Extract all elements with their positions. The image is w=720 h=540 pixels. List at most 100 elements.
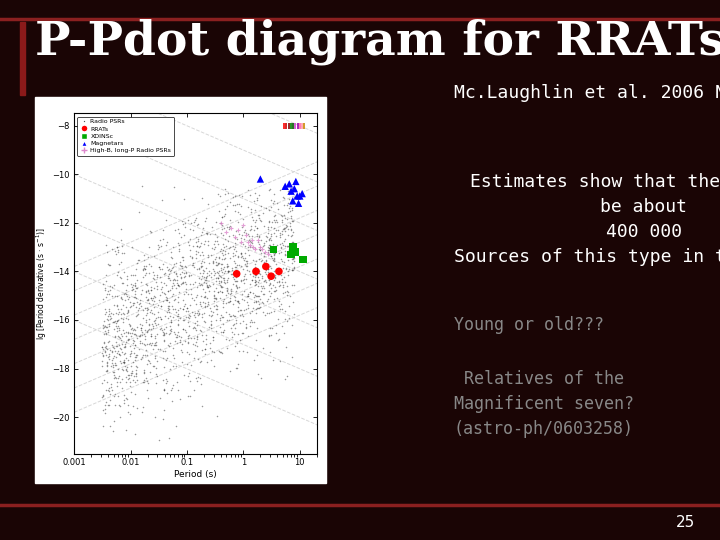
Point	[251, 224, 263, 232]
Point	[252, 297, 264, 306]
Point	[157, 328, 168, 336]
Point	[200, 264, 212, 273]
Point	[129, 430, 140, 438]
Point	[119, 348, 130, 357]
Point	[240, 323, 251, 332]
Point	[138, 377, 150, 386]
Point	[170, 361, 181, 370]
Point	[269, 211, 280, 219]
Point	[263, 217, 274, 226]
Point	[120, 313, 132, 322]
Point	[177, 219, 189, 228]
Point	[127, 323, 138, 332]
Point	[161, 329, 172, 338]
Point	[152, 372, 163, 380]
Point	[168, 242, 179, 251]
Point	[250, 271, 261, 280]
Point	[192, 220, 204, 228]
Point	[135, 326, 146, 334]
Point	[233, 191, 245, 199]
Point	[287, 206, 298, 214]
Point	[195, 357, 207, 366]
Point	[102, 259, 114, 268]
Point	[102, 353, 114, 361]
Point	[230, 282, 242, 291]
Point	[217, 240, 229, 248]
Point	[156, 265, 168, 273]
Point	[119, 339, 130, 348]
Point	[248, 293, 259, 302]
Point	[238, 272, 250, 280]
Point	[113, 341, 125, 349]
Point	[248, 298, 259, 306]
Point	[172, 321, 184, 329]
Point	[222, 288, 234, 297]
Point	[243, 231, 255, 240]
Point	[143, 321, 155, 329]
Point	[287, 353, 298, 361]
Point	[252, 238, 264, 246]
Point	[164, 326, 176, 334]
Point	[136, 407, 148, 416]
Point	[222, 273, 234, 282]
Point	[118, 355, 130, 364]
Point	[230, 342, 241, 350]
Point	[246, 207, 257, 216]
Point	[130, 353, 141, 362]
Point	[194, 268, 205, 277]
Point	[248, 356, 260, 364]
Point	[142, 305, 153, 314]
Point	[115, 225, 127, 233]
Point	[179, 272, 190, 280]
Point	[244, 318, 256, 326]
Point	[253, 276, 265, 285]
Point	[176, 278, 188, 287]
Point	[222, 266, 234, 275]
Point	[110, 319, 122, 328]
Point	[112, 374, 123, 382]
Point	[130, 341, 141, 349]
Point	[172, 280, 184, 289]
Point	[145, 306, 157, 315]
Point	[262, 228, 274, 237]
Point	[130, 302, 142, 311]
Point	[118, 290, 130, 299]
Point	[109, 333, 121, 341]
Point	[235, 202, 247, 211]
Point	[249, 188, 261, 197]
Point	[149, 316, 161, 325]
Point	[109, 246, 121, 255]
Point	[183, 310, 194, 319]
Point	[276, 216, 287, 225]
Point	[212, 274, 223, 283]
Point	[97, 351, 109, 360]
Point	[104, 322, 115, 330]
Point	[215, 276, 226, 285]
Point	[199, 345, 211, 354]
Point	[104, 315, 116, 323]
Point	[233, 261, 245, 269]
Point	[246, 318, 258, 326]
Point	[176, 346, 187, 355]
Point	[267, 239, 279, 248]
Point	[278, 211, 289, 219]
Point	[153, 262, 165, 271]
Point	[117, 318, 129, 326]
Point	[261, 262, 273, 271]
Point	[158, 260, 169, 268]
Point	[148, 267, 159, 276]
Point	[239, 259, 251, 268]
Point	[279, 315, 291, 323]
Point	[274, 296, 285, 305]
Point	[227, 311, 238, 320]
Point	[108, 368, 120, 377]
Point	[112, 242, 123, 251]
Point	[285, 187, 297, 195]
Point	[118, 268, 130, 276]
Point	[173, 332, 184, 340]
Point	[265, 252, 276, 261]
Point	[116, 295, 127, 303]
Point	[207, 280, 218, 289]
Point	[212, 237, 223, 246]
Point	[282, 222, 293, 231]
